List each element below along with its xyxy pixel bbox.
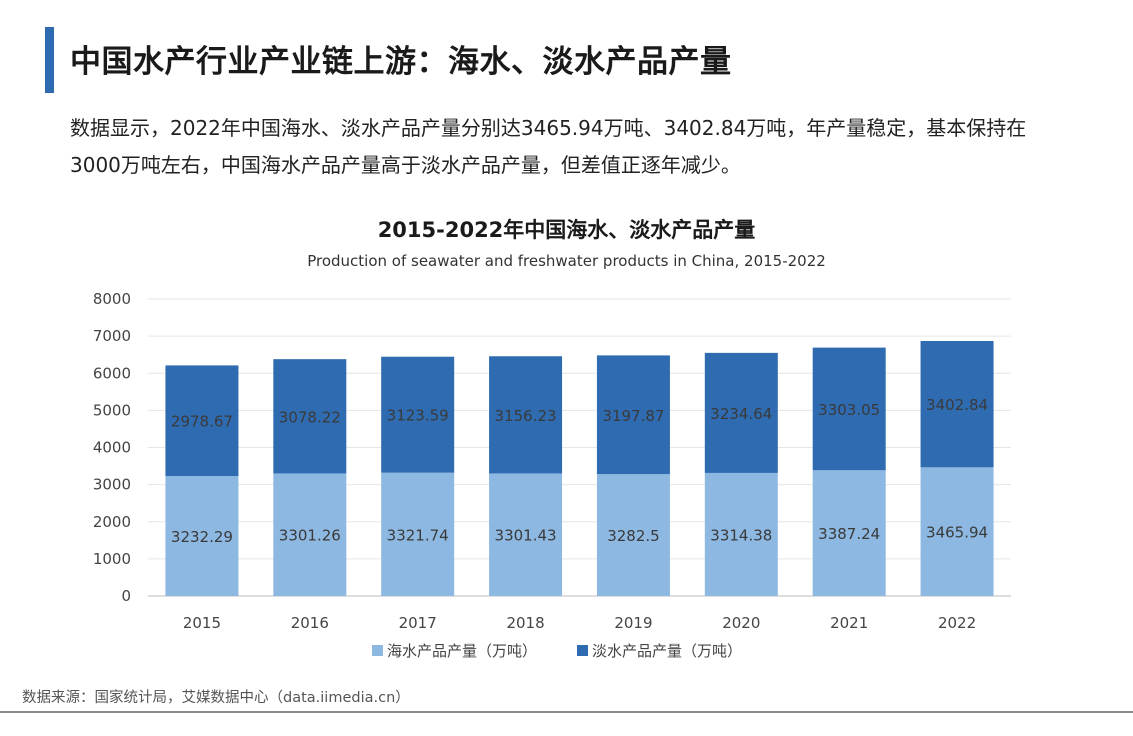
bar-freshwater (920, 340, 994, 468)
page-title: 中国水产行业产业链上游：海水、淡水产品产量 (70, 44, 732, 80)
y-tick-label: 6000 (93, 364, 131, 382)
x-tick-label: 2022 (938, 614, 976, 632)
y-tick-label: 1000 (93, 550, 131, 568)
data-label-seawater: 3301.43 (495, 527, 557, 545)
data-label-freshwater: 3303.05 (818, 401, 880, 419)
y-tick-label: 4000 (93, 439, 131, 457)
bar-freshwater (273, 359, 347, 474)
data-label-freshwater: 3078.22 (279, 408, 341, 426)
data-label-freshwater: 3402.84 (926, 396, 988, 414)
y-tick-label: 8000 (93, 290, 131, 308)
y-tick-label: 5000 (93, 401, 131, 419)
x-tick-label: 2015 (183, 614, 221, 632)
y-tick-label: 7000 (93, 327, 131, 345)
data-label-freshwater: 3123.59 (387, 407, 449, 425)
stacked-bar-chart: 0 1000 2000 3000 4000 5000 6000 7000 8000 3232.29… (93, 290, 1011, 660)
data-label-seawater: 3321.74 (387, 526, 449, 544)
x-tick-label: 2021 (830, 614, 868, 632)
x-tick-label: 2019 (614, 614, 652, 632)
data-label-freshwater: 3197.87 (602, 407, 664, 425)
legend-swatch-seawater (372, 645, 383, 656)
x-tick-label: 2018 (506, 614, 544, 632)
legend-swatch-freshwater (577, 645, 589, 656)
bar-freshwater (704, 352, 778, 473)
data-label-freshwater: 3156.23 (495, 407, 557, 425)
chart-subtitle: Production of seawater and freshwater pr… (307, 252, 826, 270)
bar-freshwater (165, 365, 239, 477)
bottom-divider (0, 711, 1133, 713)
bar-seawater (273, 473, 347, 596)
bar-freshwater (596, 355, 670, 475)
bar-freshwater (812, 347, 886, 471)
bar-seawater (812, 470, 886, 596)
data-label-seawater: 3232.29 (171, 528, 233, 546)
x-tick-label: 2017 (399, 614, 437, 632)
intro-paragraph: 数据显示，2022年中国海水、淡水产品产量分别达3465.94万吨、3402.8… (70, 116, 1027, 177)
bar-seawater (704, 472, 778, 596)
data-label-seawater: 3465.94 (926, 524, 988, 542)
x-tick-label: 2016 (291, 614, 329, 632)
bar-seawater (596, 474, 670, 596)
data-label-seawater: 3387.24 (818, 525, 880, 543)
title-accent-bar (45, 27, 54, 93)
data-label-seawater: 3301.26 (279, 527, 341, 545)
bar-seawater (165, 476, 239, 596)
bar-seawater (381, 472, 455, 596)
y-tick-label: 0 (121, 587, 131, 605)
data-label-freshwater: 3234.64 (710, 405, 772, 423)
x-tick-label: 2020 (722, 614, 760, 632)
y-tick-label: 2000 (93, 513, 131, 531)
legend-label-freshwater: 淡水产品产量（万吨） (592, 642, 742, 660)
data-label-seawater: 3282.5 (607, 527, 660, 545)
y-tick-label: 3000 (93, 476, 131, 494)
bar-freshwater (381, 356, 455, 473)
data-label-seawater: 3314.38 (710, 526, 772, 544)
bar-seawater (920, 467, 994, 596)
bar-seawater (489, 473, 563, 596)
bar-freshwater (489, 356, 563, 474)
chart-title: 2015-2022年中国海水、淡水产品产量 (377, 218, 756, 242)
data-label-freshwater: 2978.67 (171, 413, 233, 431)
data-source: 数据来源：国家统计局，艾媒数据中心（data.iimedia.cn） (22, 690, 410, 706)
legend-label-seawater: 海水产品产量（万吨） (387, 642, 537, 660)
